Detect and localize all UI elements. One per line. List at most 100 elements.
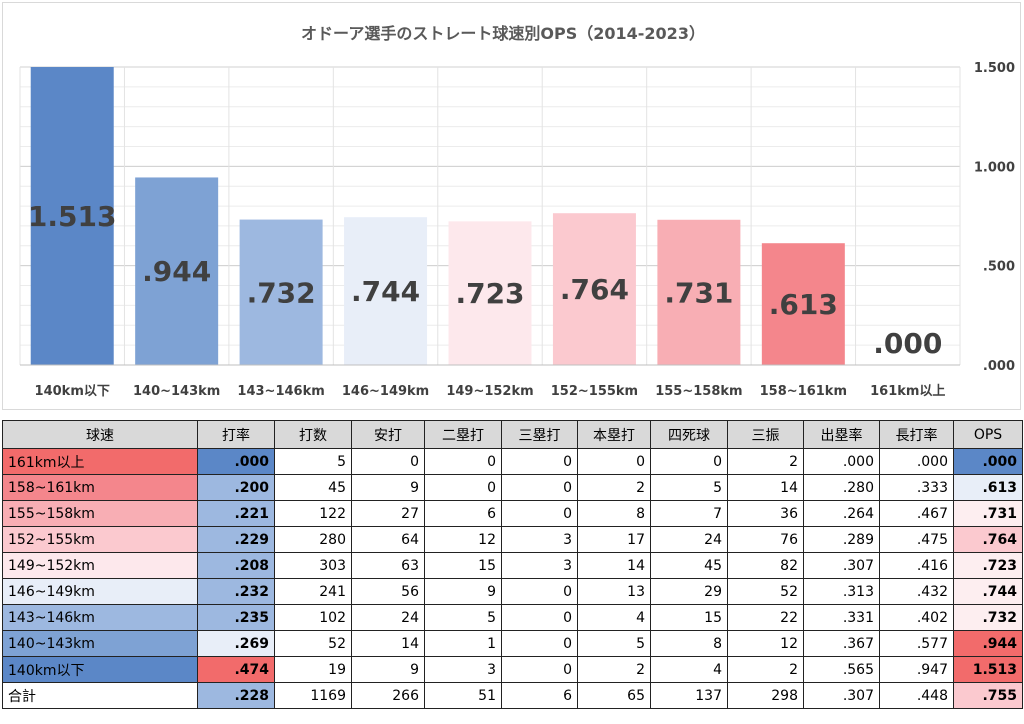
- bar-4: [448, 221, 532, 365]
- table-cell: 146~149km: [2, 578, 198, 605]
- category-label-0: 140km以下: [35, 384, 110, 399]
- data-label-6: .731: [664, 276, 733, 309]
- column-header-5: 三塁打: [501, 420, 578, 449]
- table-row: 152~155km .229 280 64 12 3 17 24 76.289.475.764: [2, 526, 1023, 553]
- y-tick-label-1: .500: [983, 260, 1015, 275]
- table-cell: 0: [501, 604, 578, 631]
- chart-panel: オドーア選手のストレート球速別OPS（2014-2023） 1.513 140km…: [2, 2, 1021, 410]
- table-cell: .764: [953, 526, 1023, 553]
- table-cell: 303: [274, 552, 352, 579]
- table-cell: .333: [879, 474, 954, 501]
- category-label-6: 155~158km: [655, 384, 742, 399]
- table-cell: .367: [803, 630, 880, 657]
- table-cell: 0: [501, 630, 578, 657]
- table-cell: 6: [501, 682, 578, 709]
- table-cell: 0: [424, 448, 502, 475]
- data-label-2: .732: [247, 276, 316, 309]
- table-cell: 76: [727, 526, 804, 553]
- table-cell: 3: [424, 656, 502, 683]
- table-cell: 7: [650, 500, 728, 527]
- table-cell: 52: [274, 630, 352, 657]
- table-cell: .000: [953, 448, 1023, 475]
- table-cell: .280: [803, 474, 880, 501]
- data-label-1: .944: [142, 255, 211, 288]
- data-label-3: .744: [351, 275, 420, 308]
- category-label-3: 146~149km: [342, 384, 429, 399]
- table-row: 161km以上 .000 5 0 0 0 0 0 2.000.000.000: [2, 448, 1023, 475]
- table-cell: 0: [501, 474, 578, 501]
- table-cell: 14: [727, 474, 804, 501]
- table-cell: 65: [577, 682, 651, 709]
- table-cell: 266: [351, 682, 425, 709]
- column-header-9: 出塁率: [803, 420, 880, 449]
- table-cell: 17: [577, 526, 651, 553]
- table-cell: 140~143km: [2, 630, 198, 657]
- table-row: 合計 .228 1169 266 51 6 65 137 298.307.448.755: [2, 682, 1023, 709]
- table-cell: 2: [577, 656, 651, 683]
- table-cell: 137: [650, 682, 728, 709]
- category-label-4: 149~152km: [446, 384, 533, 399]
- table-cell: 0: [501, 448, 578, 475]
- table-cell: 161km以上: [2, 448, 198, 475]
- table-cell: .000: [879, 448, 954, 475]
- table-row: 140km以下 .474 19 9 3 0 2 4 2.565.947 1.513: [2, 656, 1023, 683]
- table-cell: 8: [650, 630, 728, 657]
- table-row: 155~158km .221 122 27 6 0 8 7 36.264.467.731: [2, 500, 1023, 527]
- table-cell: .331: [803, 604, 880, 631]
- table-cell: 15: [424, 552, 502, 579]
- bar-3: [344, 217, 428, 365]
- table-cell: 8: [577, 500, 651, 527]
- table-cell: 13: [577, 578, 651, 605]
- table-cell: .731: [953, 500, 1023, 527]
- table-cell: .307: [803, 682, 880, 709]
- table-cell: 0: [501, 656, 578, 683]
- data-label-4: .723: [455, 277, 524, 310]
- table-cell: 158~161km: [2, 474, 198, 501]
- table-cell: 2: [577, 474, 651, 501]
- table-cell: .235: [197, 604, 275, 631]
- category-label-8: 161km以上: [870, 384, 945, 399]
- bar-2: [239, 219, 323, 365]
- table-cell: 24: [351, 604, 425, 631]
- table-cell: 12: [424, 526, 502, 553]
- table-cell: .402: [879, 604, 954, 631]
- table-cell: 5: [424, 604, 502, 631]
- table-cell: .307: [803, 552, 880, 579]
- column-header-6: 本塁打: [577, 420, 651, 449]
- column-header-0: 球速: [2, 420, 198, 449]
- table-cell: 298: [727, 682, 804, 709]
- table-cell: 143~146km: [2, 604, 198, 631]
- table-cell: .475: [879, 526, 954, 553]
- table-cell: 5: [274, 448, 352, 475]
- table-cell: 0: [501, 578, 578, 605]
- table-cell: .467: [879, 500, 954, 527]
- table-row: 140~143km .269 52 14 1 0 5 8 12.367.577.944: [2, 630, 1023, 657]
- ops-bar-chart: オドーア選手のストレート球速別OPS（2014-2023） 1.513 140km…: [19, 24, 1015, 399]
- y-tick-label-0: .000: [983, 359, 1015, 374]
- table-cell: .000: [803, 448, 880, 475]
- table-cell: .221: [197, 500, 275, 527]
- column-header-10: 長打率: [879, 420, 954, 449]
- table-cell: .565: [803, 656, 880, 683]
- table-cell: 140km以下: [2, 656, 198, 683]
- table-cell: 149~152km: [2, 552, 198, 579]
- column-header-11: OPS: [953, 420, 1023, 449]
- table-row: 149~152km .208 303 63 15 3 14 45 82.307.416.723: [2, 552, 1023, 579]
- table-cell: 64: [351, 526, 425, 553]
- table-cell: .732: [953, 604, 1023, 631]
- table-cell: 24: [650, 526, 728, 553]
- table-cell: .577: [879, 630, 954, 657]
- table-cell: 0: [501, 500, 578, 527]
- table-cell: .229: [197, 526, 275, 553]
- y-tick-label-3: 1.500: [974, 61, 1015, 76]
- table-cell: 12: [727, 630, 804, 657]
- data-label-5: .764: [560, 273, 629, 306]
- table-cell: .744: [953, 578, 1023, 605]
- table-cell: 5: [650, 474, 728, 501]
- table-cell: .232: [197, 578, 275, 605]
- table-cell: 52: [727, 578, 804, 605]
- y-tick-label-2: 1.000: [974, 160, 1015, 175]
- category-label-5: 152~155km: [551, 384, 638, 399]
- data-label-7: .613: [769, 288, 838, 321]
- table-cell: 241: [274, 578, 352, 605]
